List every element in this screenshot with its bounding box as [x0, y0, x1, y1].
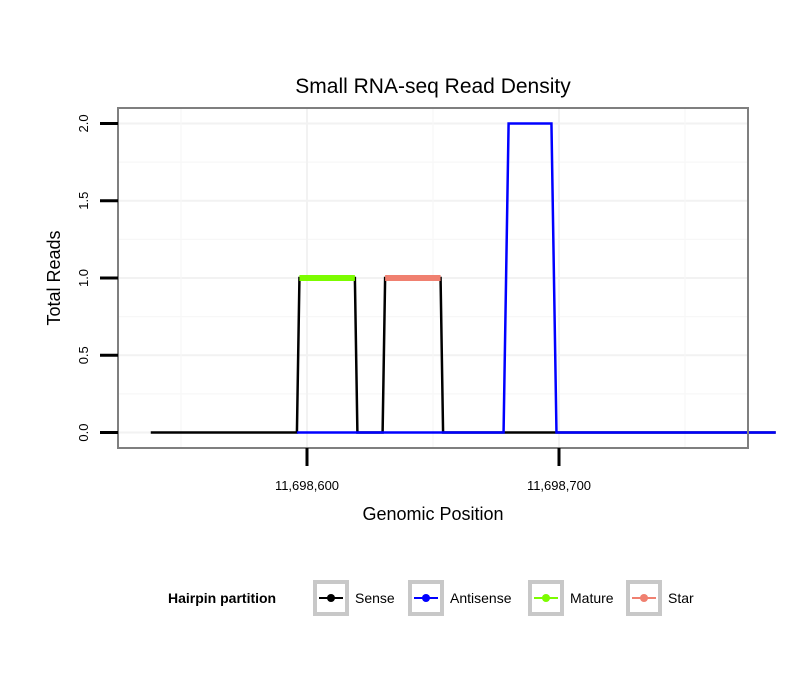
legend-label: Mature [570, 590, 614, 606]
legend-label: Sense [355, 590, 395, 606]
y-tick-label: 0.5 [76, 346, 91, 364]
legend-item-star: Star [626, 580, 694, 616]
legend-label: Star [668, 590, 694, 606]
legend-item-mature: Mature [528, 580, 614, 616]
legend: Hairpin partition Sense Antisense Mature St… [168, 580, 694, 616]
plot-area [117, 107, 776, 449]
series-line-antisense [296, 122, 776, 434]
x-tick-label: 11,698,700 [527, 478, 591, 493]
legend-key-point [327, 594, 335, 602]
y-tick-label: 1.0 [76, 269, 91, 287]
y-axis-title: Total Reads [44, 230, 64, 325]
legend-key-point [542, 594, 550, 602]
legend-key-point [422, 594, 430, 602]
legend-item-antisense: Antisense [408, 580, 512, 616]
y-tick-label: 0.0 [76, 424, 91, 442]
legend-key-point [640, 594, 648, 602]
legend-label: Antisense [450, 590, 512, 606]
x-axis-title: Genomic Position [362, 504, 503, 524]
chart-title: Small RNA-seq Read Density [295, 75, 571, 98]
legend-item-sense: Sense [313, 580, 395, 616]
y-tick-label: 2.0 [76, 114, 91, 132]
x-tick-label: 11,698,600 [275, 478, 339, 493]
y-tick-label: 1.5 [76, 192, 91, 210]
legend-title: Hairpin partition [168, 590, 276, 606]
